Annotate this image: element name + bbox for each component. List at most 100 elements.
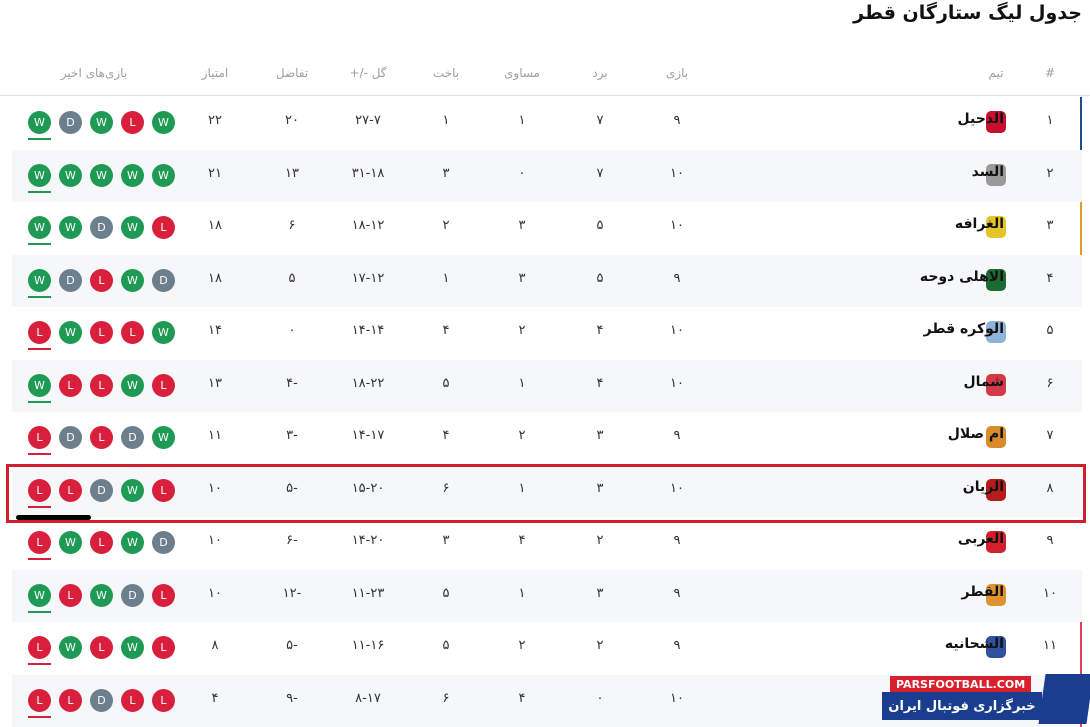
form-D-badge[interactable]: D	[59, 269, 82, 292]
team-name[interactable]: الدحیل	[958, 111, 1004, 127]
header-lost: باخت	[433, 66, 459, 80]
form-L-badge[interactable]: L	[59, 584, 82, 607]
team-name[interactable]: القطر	[962, 584, 1004, 600]
form-D-badge[interactable]: D	[121, 584, 144, 607]
team-name[interactable]: ام صلال	[948, 426, 1004, 442]
form-W-badge[interactable]: W	[121, 374, 144, 397]
form-L-badge[interactable]: L	[152, 689, 175, 712]
form-W-badge[interactable]: W	[28, 374, 51, 397]
diff: -۵	[286, 638, 298, 653]
form-L-badge[interactable]: L	[90, 531, 113, 554]
form-W-badge[interactable]: W	[59, 531, 82, 554]
drawn: ۳	[519, 271, 526, 286]
form-W-badge[interactable]: W	[152, 426, 175, 449]
form-L-badge[interactable]: L	[28, 321, 51, 344]
form-D-badge[interactable]: D	[59, 111, 82, 134]
form-L-badge[interactable]: L	[28, 636, 51, 659]
form-L-badge[interactable]: L	[121, 689, 144, 712]
header-won: برد	[592, 66, 607, 80]
form-W-badge[interactable]: W	[90, 164, 113, 187]
team-name[interactable]: السد	[972, 164, 1004, 180]
annotation-bar	[16, 515, 91, 520]
lost: ۳	[443, 166, 450, 181]
form-L-badge[interactable]: L	[152, 636, 175, 659]
form-W-badge[interactable]: W	[152, 164, 175, 187]
team-name[interactable]: الغرافه	[955, 216, 1004, 232]
form-W-badge[interactable]: W	[121, 269, 144, 292]
form-W-badge[interactable]: W	[152, 111, 175, 134]
form-W-badge[interactable]: W	[28, 584, 51, 607]
form-W-badge[interactable]: W	[121, 216, 144, 239]
form-W-badge[interactable]: W	[28, 164, 51, 187]
form-L-badge[interactable]: L	[90, 374, 113, 397]
form-L-badge[interactable]: L	[152, 584, 175, 607]
won: ۵	[597, 218, 604, 233]
header-goals: گل -/+	[349, 66, 386, 80]
form-W-badge[interactable]: W	[90, 584, 113, 607]
form-L-badge[interactable]: L	[90, 636, 113, 659]
form-W-badge[interactable]: W	[121, 636, 144, 659]
form-L-badge[interactable]: L	[90, 269, 113, 292]
form-L-badge[interactable]: L	[59, 374, 82, 397]
form-D-badge[interactable]: D	[59, 426, 82, 449]
lost: ۲	[443, 218, 450, 233]
form-L-badge[interactable]: L	[121, 111, 144, 134]
team-name[interactable]: الوکره قطر	[924, 321, 1004, 337]
form-underline	[28, 401, 51, 403]
form-D-badge[interactable]: D	[90, 689, 113, 712]
played: ۹	[674, 271, 681, 286]
form-L-badge[interactable]: L	[28, 689, 51, 712]
header-rank: #	[1045, 66, 1055, 80]
form-W-badge[interactable]: W	[28, 111, 51, 134]
team-name[interactable]: العربی	[958, 531, 1004, 547]
team-name[interactable]: الاهلی دوحه	[920, 269, 1004, 285]
lost: ۵	[443, 376, 450, 391]
form-W-badge[interactable]: W	[59, 321, 82, 344]
diff: ۶	[289, 218, 296, 233]
won: ۳	[597, 586, 604, 601]
form-W-badge[interactable]: W	[28, 269, 51, 292]
form-W-badge[interactable]: W	[121, 164, 144, 187]
form-W-badge[interactable]: W	[90, 111, 113, 134]
form-L-badge[interactable]: L	[59, 689, 82, 712]
form-W-badge[interactable]: W	[28, 216, 51, 239]
form-L-badge[interactable]: L	[90, 426, 113, 449]
points: ۱۸	[208, 218, 222, 233]
form-L-badge[interactable]: L	[28, 531, 51, 554]
form-W-badge[interactable]: W	[152, 321, 175, 344]
drawn: ۰	[519, 166, 526, 181]
points: ۱۳	[208, 376, 222, 391]
form-W-badge[interactable]: W	[59, 636, 82, 659]
form-D-badge[interactable]: D	[152, 269, 175, 292]
team-name[interactable]: شمال	[963, 374, 1004, 390]
page-title: جدول لیگ ستارگان قطر	[853, 2, 1082, 24]
form-L-badge[interactable]: L	[152, 374, 175, 397]
form-W-badge[interactable]: W	[121, 531, 144, 554]
won: ۳	[597, 428, 604, 443]
form-L-badge[interactable]: L	[90, 321, 113, 344]
form-D-badge[interactable]: D	[152, 531, 175, 554]
team-name[interactable]: الشحانیه	[945, 636, 1004, 652]
form-W-badge[interactable]: W	[59, 164, 82, 187]
played: ۱۰	[670, 218, 684, 233]
lost: ۳	[443, 533, 450, 548]
form-L-badge[interactable]: L	[121, 321, 144, 344]
form-L-badge[interactable]: L	[152, 216, 175, 239]
form-D-badge[interactable]: D	[90, 216, 113, 239]
won: ۴	[597, 376, 604, 391]
form-D-badge[interactable]: D	[121, 426, 144, 449]
form-W-badge[interactable]: W	[59, 216, 82, 239]
lost: ۶	[443, 691, 450, 706]
form-L-badge[interactable]: L	[28, 426, 51, 449]
